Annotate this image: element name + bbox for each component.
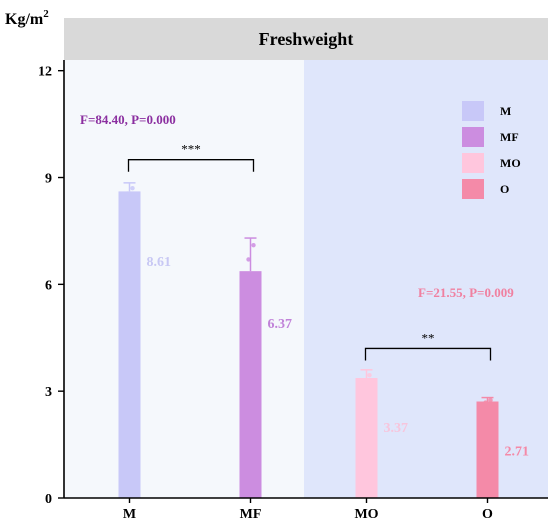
significance-bracket-0 [127,159,255,172]
stat-annotation-1: F=21.55, P=0.009 [418,285,514,300]
legend-swatch-m [462,101,484,121]
sample-point [246,257,251,262]
legend-swatch-o [462,179,484,199]
chart-title: Freshweight [259,29,354,49]
x-tick-label-mf: MF [240,507,262,522]
legend-swatch-mf [462,127,484,147]
title-band [64,18,548,60]
y-tick-label: 6 [45,278,52,293]
legend-label-o: O [500,182,509,196]
y-tick-label: 3 [45,385,52,400]
legend-label-m: M [500,104,511,118]
value-labels: 8.61 6.37 3.37 2.71 [147,255,530,459]
value-label-m: 8.61 [147,255,172,270]
panel-backgrounds [64,60,548,498]
legend-label-mf: MF [500,130,519,144]
y-ticks: 0 3 6 9 12 [38,65,64,507]
bars [118,191,499,498]
error-bars [123,182,494,402]
x-ticks: M MF MO O [123,498,493,522]
sample-point [251,242,256,248]
significance-stars-0: *** [181,142,201,157]
legend-label-mo: MO [500,156,521,170]
stat-annotations: F=84.40, P=0.000 F=21.55, P=0.009 [80,112,514,300]
sample-point [483,400,488,405]
legend-swatch-mo [462,153,484,173]
value-label-mf: 6.37 [268,317,293,332]
y-tick-label: 9 [45,172,52,187]
x-tick-label-mo: MO [354,507,378,522]
sample-point [125,191,130,196]
significance-bracket-1 [364,347,492,361]
legend: M MF MO O [462,101,521,199]
x-tick-label-m: M [123,507,136,522]
x-tick-label-o: O [482,507,493,522]
panel-background-1 [304,60,548,498]
bar-mf [239,271,262,498]
bar-o [476,401,499,498]
significance-stars-1: ** [422,330,435,345]
bar-mo [355,377,378,498]
value-label-o: 2.71 [505,444,530,459]
sample-point [130,185,135,191]
y-tick-label: 0 [45,492,52,507]
stat-annotation-0: F=84.40, P=0.000 [80,112,176,127]
sample-points [125,185,493,405]
value-label-mo: 3.37 [384,421,409,436]
sample-point [367,372,372,378]
y-axis-label: Kg/m2 [5,8,49,28]
significance-brackets: ***** [127,142,492,361]
sample-point [362,378,367,383]
y-tick-label: 12 [38,65,52,80]
panel-background-0 [64,60,304,498]
bar-m [118,191,141,498]
sample-point [488,397,493,403]
